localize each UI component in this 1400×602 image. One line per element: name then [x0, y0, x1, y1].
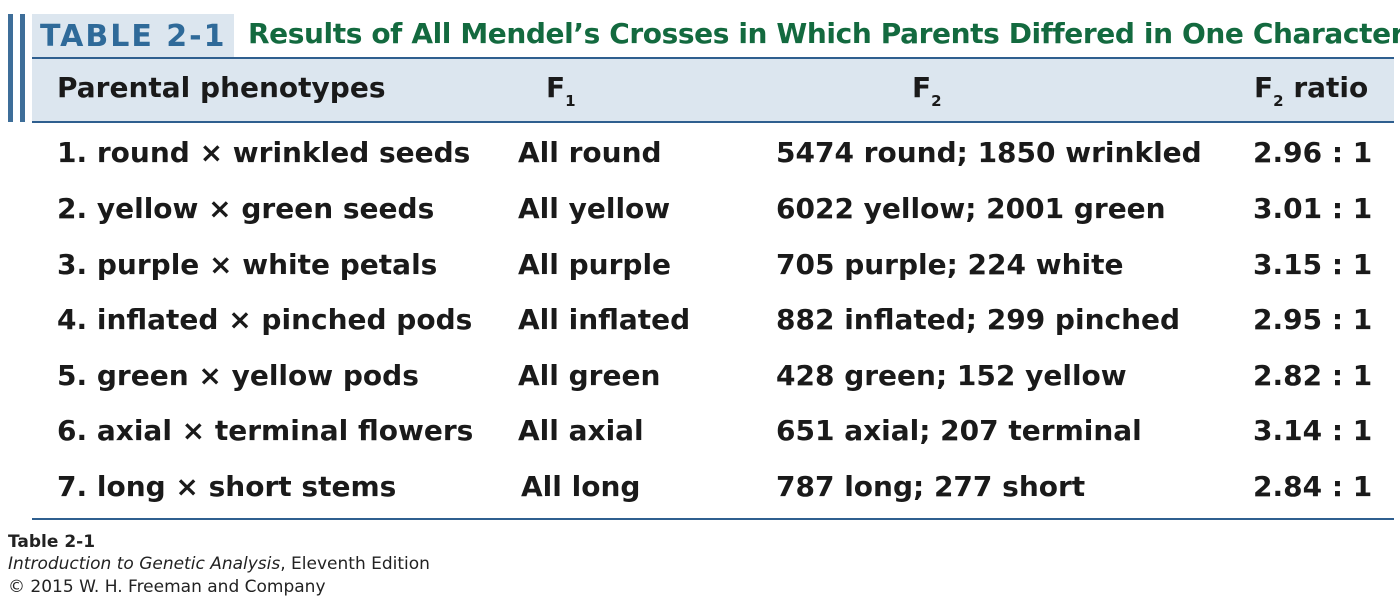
header-f2-ratio: F2 ratio	[1254, 71, 1369, 110]
decor-bar-left	[8, 14, 13, 122]
header-f1: F1	[546, 71, 576, 110]
footer-copyright: © 2015 W. H. Freeman and Company	[8, 577, 326, 597]
cell-ratio: 3.14 : 1	[1253, 414, 1373, 447]
cell-parental: 5. green × yellow pods	[57, 359, 419, 392]
cell-parental: 7. long × short stems	[57, 470, 397, 503]
cell-parental: 1. round × wrinkled seeds	[57, 136, 471, 169]
cell-ratio: 2.82 : 1	[1253, 359, 1373, 392]
table-label: TABLE 2-1	[32, 14, 234, 58]
header-bottom-rule	[32, 121, 1394, 123]
cell-f1: All round	[518, 136, 662, 169]
cell-f1: All green	[518, 359, 661, 392]
cell-f1: All long	[521, 470, 641, 503]
cell-f1: All purple	[518, 248, 672, 281]
header-top-rule	[32, 57, 1394, 59]
cell-f2: 882 inflated; 299 pinched	[776, 303, 1181, 336]
cell-ratio: 2.84 : 1	[1253, 470, 1373, 503]
cell-f2: 651 axial; 207 terminal	[776, 414, 1142, 447]
cell-f2: 705 purple; 224 white	[776, 248, 1124, 281]
cell-ratio: 3.01 : 1	[1253, 192, 1373, 225]
table-bottom-rule	[32, 518, 1394, 520]
cell-parental: 4. inflated × pinched pods	[57, 303, 473, 336]
cell-f1: All inflated	[518, 303, 691, 336]
cell-f2: 787 long; 277 short	[776, 470, 1086, 503]
table-title: Results of All Mendel’s Crosses in Which…	[248, 17, 1400, 50]
footer-table-label: Table 2-1	[8, 532, 96, 552]
cell-parental: 3. purple × white petals	[57, 248, 438, 281]
cell-ratio: 2.95 : 1	[1253, 303, 1373, 336]
cell-parental: 6. axial × terminal flowers	[57, 414, 474, 447]
cell-f1: All axial	[518, 414, 644, 447]
header-parental-phenotypes: Parental phenotypes	[57, 71, 386, 104]
cell-ratio: 3.15 : 1	[1253, 248, 1373, 281]
cell-f2: 6022 yellow; 2001 green	[776, 192, 1166, 225]
cell-f1: All yellow	[518, 192, 671, 225]
cell-ratio: 2.96 : 1	[1253, 136, 1373, 169]
header-f2: F2	[912, 71, 942, 110]
header-band	[32, 58, 1394, 122]
cell-f2: 428 green; 152 yellow	[776, 359, 1127, 392]
cell-parental: 2. yellow × green seeds	[57, 192, 435, 225]
cell-f2: 5474 round; 1850 wrinkled	[776, 136, 1202, 169]
decor-bar-right	[20, 14, 25, 122]
footer-source: Introduction to Genetic Analysis, Eleven…	[8, 554, 430, 574]
